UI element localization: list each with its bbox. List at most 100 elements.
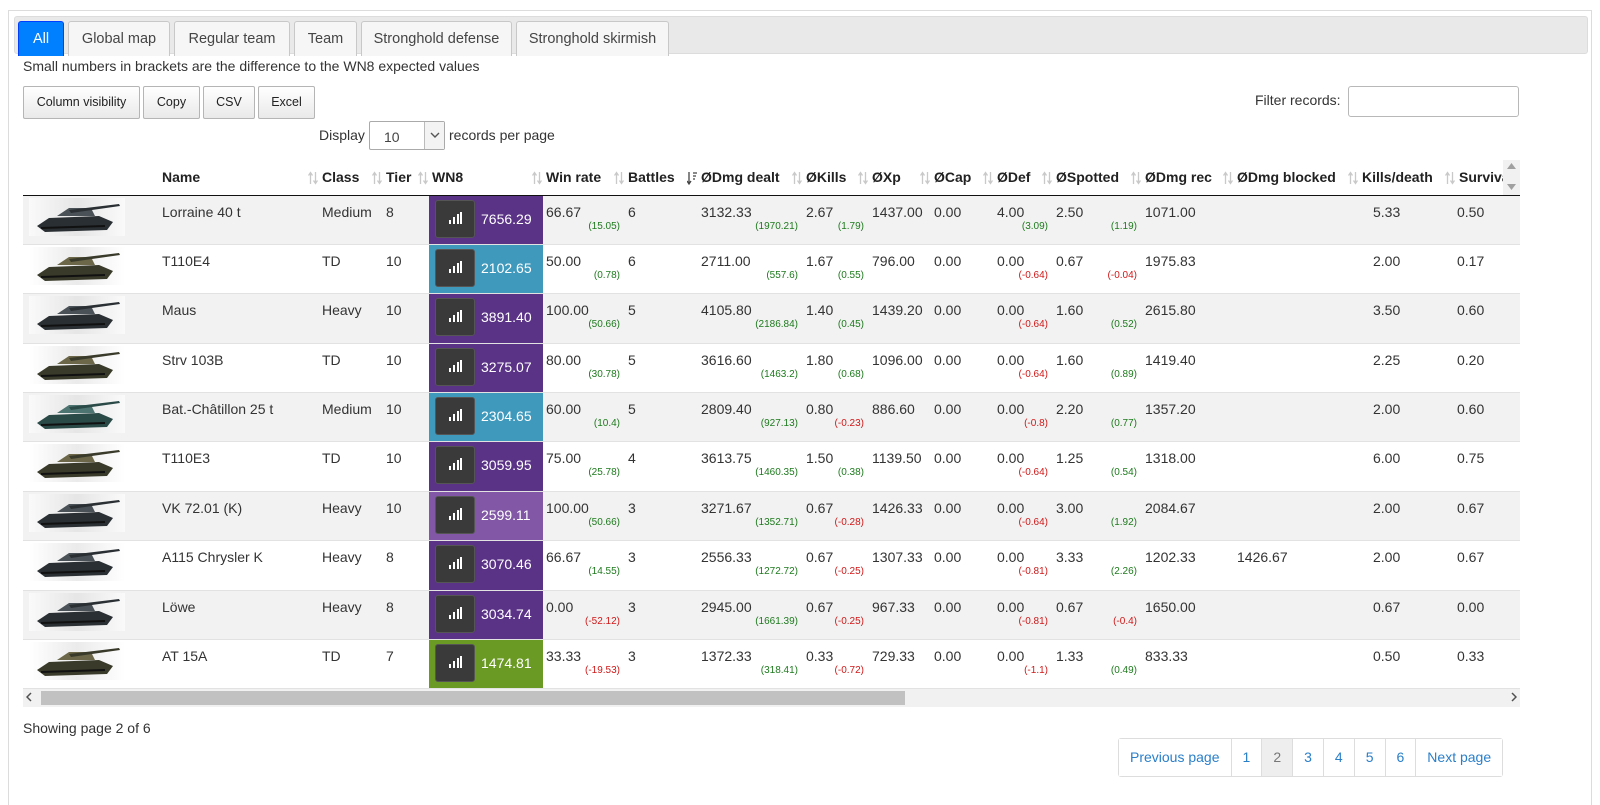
sort-icon[interactable]: [1041, 171, 1053, 188]
dmg-dealt-cell: 3613.75 (1460.35): [698, 441, 803, 492]
sort-icon[interactable]: [982, 171, 994, 188]
sort-icon[interactable]: [307, 171, 319, 188]
scroll-up-icon[interactable]: [1507, 163, 1516, 169]
page-button-5[interactable]: 5: [1353, 739, 1385, 776]
column-header-wn8[interactable]: WN8: [429, 160, 543, 196]
filter-input[interactable]: [1348, 86, 1519, 117]
tab-team[interactable]: Team: [294, 21, 357, 56]
wn8-chart-button[interactable]: [435, 594, 475, 633]
column-header-cap[interactable]: ØCap: [931, 160, 994, 196]
wn8-chart-button[interactable]: [435, 199, 475, 238]
vertical-scrollbar[interactable]: [1503, 160, 1520, 195]
dmg-dealt-value: 1372.33: [701, 648, 752, 665]
sort-icon[interactable]: [417, 171, 429, 188]
win-rate-value: 50.00: [546, 252, 582, 269]
sort-desc-icon[interactable]: [686, 171, 697, 188]
page-button-1[interactable]: 1: [1230, 739, 1262, 776]
scroll-down-icon[interactable]: [1507, 184, 1516, 190]
column-header-def[interactable]: ØDef: [994, 160, 1053, 196]
column-header-label: Survival: [1459, 169, 1514, 186]
scrollbar-thumb[interactable]: [41, 691, 905, 705]
tab-all[interactable]: All: [18, 21, 64, 56]
tank-tier: 10: [383, 343, 429, 394]
win-rate-diff: (15.05): [588, 220, 620, 232]
column-header-dmg-rec[interactable]: ØDmg rec: [1142, 160, 1234, 196]
pagination: Previous page 1 2 3 4 5 6 Next page: [1118, 738, 1504, 777]
next-page-button[interactable]: Next page: [1415, 739, 1503, 776]
page-button-4[interactable]: 4: [1322, 739, 1354, 776]
wn8-chart-button[interactable]: [435, 298, 475, 337]
wn8-chart-button[interactable]: [435, 446, 475, 485]
tank-class: Medium: [319, 195, 383, 245]
column-header-class[interactable]: Class: [319, 160, 383, 196]
win-rate-value: 33.33: [546, 648, 582, 665]
tank-name: AT 15A: [159, 639, 319, 689]
column-header-kills-death[interactable]: Kills/death: [1359, 160, 1456, 196]
kills-diff: (0.45): [837, 319, 864, 331]
wn8-chart-button[interactable]: [435, 545, 475, 584]
sort-icon[interactable]: [791, 171, 803, 188]
def-cell: 0.00 (-0.64): [994, 244, 1053, 295]
column-header-xp[interactable]: ØXp: [869, 160, 931, 196]
tab-global-map[interactable]: Global map: [68, 21, 170, 56]
spotted-value: 1.60: [1056, 351, 1084, 368]
tab-regular-team[interactable]: Regular team: [174, 21, 290, 56]
column-visibility-button[interactable]: Column visibility: [23, 86, 140, 119]
kills-value: 0.67: [806, 499, 834, 516]
dmg-dealt-cell: 3616.60 (1463.2): [698, 343, 803, 394]
battles-value: 6: [625, 195, 698, 245]
scroll-left-icon[interactable]: [26, 692, 32, 702]
dmg-received-value: 1202.33: [1142, 540, 1234, 591]
kills-diff: (0.38): [837, 467, 864, 479]
dmg-dealt-value: 2711.00: [701, 252, 751, 269]
kills-diff: (1.79): [837, 220, 864, 232]
column-header-dmg-dealt[interactable]: ØDmg dealt: [698, 160, 803, 196]
wn8-value: 1474.81: [481, 655, 532, 672]
def-cell: 0.00 (-0.64): [994, 491, 1053, 542]
column-header-win-rate[interactable]: Win rate: [543, 160, 625, 196]
page-button-3[interactable]: 3: [1292, 739, 1323, 776]
column-header-kills[interactable]: ØKills: [803, 160, 869, 196]
win-rate-cell: 66.67 (15.05): [543, 195, 625, 245]
tank-image-cell: [23, 441, 159, 492]
def-value: 0.00: [997, 252, 1025, 269]
dmg-received-value: 1357.20: [1142, 392, 1234, 443]
sort-icon[interactable]: [1444, 171, 1456, 188]
column-header-spotted[interactable]: ØSpotted: [1053, 160, 1142, 196]
table-row: T110E4 TD 10 2102.65 50.00 (0.78) 6 2711.00 (557…: [23, 244, 1520, 295]
wn8-chart-button[interactable]: [435, 397, 475, 436]
wn8-chart-button[interactable]: [435, 347, 475, 386]
sort-icon[interactable]: [857, 171, 869, 188]
sort-icon[interactable]: [919, 171, 931, 188]
wn8-chart-button[interactable]: [435, 495, 475, 534]
page-button-2[interactable]: 2: [1261, 739, 1293, 776]
kills-diff: (-0.25): [834, 615, 864, 627]
sort-icon[interactable]: [1222, 171, 1234, 188]
tab-stronghold-skirmish[interactable]: Stronghold skirmish: [516, 21, 669, 56]
column-header-name[interactable]: Name: [159, 160, 319, 196]
previous-page-button[interactable]: Previous page: [1119, 739, 1231, 776]
excel-button[interactable]: Excel: [258, 86, 315, 119]
column-header-dmg-blocked[interactable]: ØDmg blocked: [1234, 160, 1359, 196]
sort-icon[interactable]: [531, 171, 543, 188]
page-button-6[interactable]: 6: [1384, 739, 1416, 776]
column-header-battles[interactable]: Battles: [625, 160, 698, 196]
sort-icon[interactable]: [1347, 171, 1359, 188]
wn8-chart-button[interactable]: [435, 248, 475, 287]
sort-icon[interactable]: [371, 171, 383, 188]
wn8-value: 2599.11: [481, 506, 531, 523]
csv-button[interactable]: CSV: [203, 86, 255, 119]
tank-class: TD: [319, 244, 383, 295]
wn8-chart-button[interactable]: [435, 644, 475, 683]
tab-stronghold-defense[interactable]: Stronghold defense: [361, 21, 512, 56]
sort-icon[interactable]: [613, 171, 625, 188]
sort-icon[interactable]: [1130, 171, 1142, 188]
scroll-right-icon[interactable]: [1511, 692, 1517, 702]
copy-button[interactable]: Copy: [143, 86, 200, 119]
tank-tier: 8: [383, 590, 429, 641]
kills-diff: (-0.23): [834, 418, 864, 430]
records-per-page-select[interactable]: 10: [369, 121, 445, 150]
horizontal-scrollbar[interactable]: [23, 689, 1520, 707]
column-header-tier[interactable]: Tier: [383, 160, 429, 196]
tank-class: Heavy: [319, 491, 383, 542]
